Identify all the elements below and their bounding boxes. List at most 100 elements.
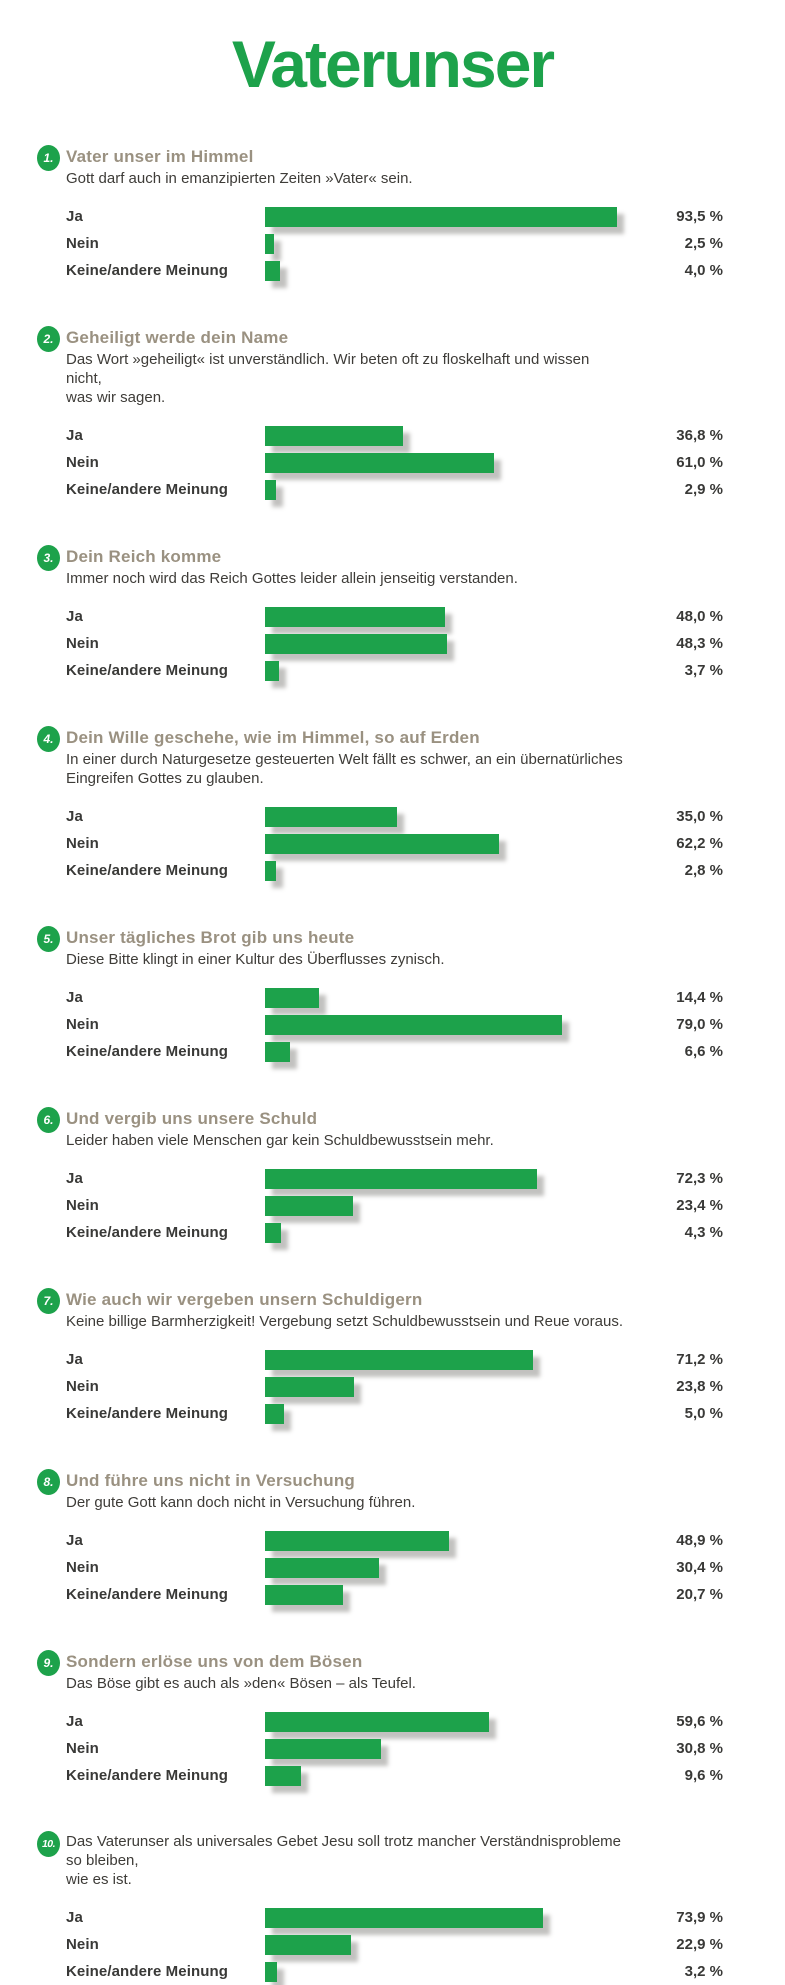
bar	[265, 1168, 537, 1189]
bar	[265, 1934, 351, 1955]
question-block: 2. Geheiligt werde dein Name Das Wort »geh…	[0, 326, 785, 503]
answer-label: Ja	[66, 1170, 83, 1187]
bar	[265, 833, 499, 854]
bar	[265, 1376, 354, 1397]
bar	[265, 1738, 381, 1759]
bar-track	[265, 1530, 641, 1551]
bar-track	[265, 452, 641, 473]
bar-track	[265, 833, 641, 854]
bar-track	[265, 425, 641, 446]
question-description: In einer durch Naturgesetze gesteuerten …	[66, 751, 623, 787]
bar-row: Keine/andere Meinung 6,6 %	[66, 1038, 723, 1065]
question-number-badge: 1.	[37, 145, 60, 171]
bar-rows: Ja 72,3 % Nein 23,4 % Keine/andere Meinung 4,…	[66, 1165, 723, 1246]
question-heading: Vater unser im Himmel	[66, 147, 254, 166]
question-description: Der gute Gott kann doch nicht in Versuch…	[66, 1494, 416, 1511]
bar-track	[265, 1014, 641, 1035]
bar-value: 72,3 %	[676, 1170, 723, 1187]
bar-value: 4,3 %	[684, 1224, 723, 1241]
bar-value: 6,6 %	[684, 1043, 723, 1060]
answer-label: Nein	[66, 1559, 99, 1576]
bar	[265, 1961, 277, 1982]
bar-row: Ja 48,9 %	[66, 1527, 723, 1554]
bar-row: Nein 30,4 %	[66, 1554, 723, 1581]
answer-label: Ja	[66, 427, 83, 444]
bar-rows: Ja 93,5 % Nein 2,5 % Keine/andere Meinung 4,0…	[66, 203, 723, 284]
bar-row: Ja 48,0 %	[66, 603, 723, 630]
answer-label: Ja	[66, 1713, 83, 1730]
bar-row: Keine/andere Meinung 20,7 %	[66, 1581, 723, 1608]
question-block: 7. Wie auch wir vergeben unsern Schuldige…	[0, 1288, 785, 1427]
bar-rows: Ja 14,4 % Nein 79,0 % Keine/andere Meinung 6,…	[66, 984, 723, 1065]
question-number-badge: 10.	[37, 1831, 60, 1857]
bar-track	[265, 1557, 641, 1578]
question-block: 10. Das Vaterunser als universales Gebet …	[0, 1831, 785, 1985]
bar	[265, 1711, 489, 1732]
bar-row: Nein 62,2 %	[66, 830, 723, 857]
answer-label: Keine/andere Meinung	[66, 1963, 229, 1980]
bar-value: 48,0 %	[676, 608, 723, 625]
question-block: 5. Unser tägliches Brot gib uns heute Dies…	[0, 926, 785, 1065]
question-description: Diese Bitte klingt in einer Kultur des Ü…	[66, 951, 445, 968]
bar-track	[265, 1711, 641, 1732]
bar	[265, 987, 319, 1008]
bar-rows: Ja 73,9 % Nein 22,9 % Keine/andere Meinung 3,…	[66, 1904, 723, 1985]
bar	[265, 606, 445, 627]
question-description: Keine billige Barmherzigkeit! Vergebung …	[66, 1313, 623, 1330]
question-description: Das Vaterunser als universales Gebet Jes…	[66, 1833, 621, 1888]
bar-track	[265, 860, 641, 881]
bar-value: 30,4 %	[676, 1559, 723, 1576]
bar-value: 61,0 %	[676, 454, 723, 471]
bar-value: 4,0 %	[684, 262, 723, 279]
question-description: Immer noch wird das Reich Gottes leider …	[66, 570, 518, 587]
bar	[265, 806, 397, 827]
question-heading: Dein Wille geschehe, wie im Himmel, so a…	[66, 728, 480, 747]
question-number-badge: 6.	[37, 1107, 60, 1133]
bar-track	[265, 1222, 641, 1243]
bar-row: Ja 73,9 %	[66, 1904, 723, 1931]
question-number-badge: 5.	[37, 926, 60, 952]
bar-row: Ja 93,5 %	[66, 203, 723, 230]
bar-track	[265, 660, 641, 681]
answer-label: Ja	[66, 1909, 83, 1926]
bar-row: Ja 14,4 %	[66, 984, 723, 1011]
question-number-badge: 3.	[37, 545, 60, 571]
answer-label: Nein	[66, 1936, 99, 1953]
bar	[265, 1907, 543, 1928]
question-number-badge: 9.	[37, 1650, 60, 1676]
bar-track	[265, 1584, 641, 1605]
bar-track	[265, 479, 641, 500]
bar-row: Keine/andere Meinung 3,7 %	[66, 657, 723, 684]
bar	[265, 860, 276, 881]
bar-value: 2,9 %	[684, 481, 723, 498]
bar-value: 14,4 %	[676, 989, 723, 1006]
bar-row: Keine/andere Meinung 4,0 %	[66, 257, 723, 284]
bar	[265, 1765, 301, 1786]
bar-value: 2,5 %	[684, 235, 723, 252]
bar-track	[265, 1041, 641, 1062]
bar-value: 23,8 %	[676, 1378, 723, 1395]
bar-track	[265, 1349, 641, 1370]
bar	[265, 425, 403, 446]
bar-value: 35,0 %	[676, 808, 723, 825]
question-description: Gott darf auch in emanzipierten Zeiten »…	[66, 170, 413, 187]
bar-value: 62,2 %	[676, 835, 723, 852]
bar	[265, 1195, 353, 1216]
answer-label: Nein	[66, 1197, 99, 1214]
bar-value: 23,4 %	[676, 1197, 723, 1214]
bar-track	[265, 1961, 641, 1982]
bar-row: Nein 48,3 %	[66, 630, 723, 657]
bar-row: Nein 23,8 %	[66, 1373, 723, 1400]
bar-row: Nein 2,5 %	[66, 230, 723, 257]
bar	[265, 1014, 562, 1035]
bar-value: 3,2 %	[684, 1963, 723, 1980]
answer-label: Keine/andere Meinung	[66, 1767, 229, 1784]
answer-label: Nein	[66, 235, 99, 252]
question-block: 4. Dein Wille geschehe, wie im Himmel, so…	[0, 726, 785, 884]
bar	[265, 660, 279, 681]
bar-track	[265, 1195, 641, 1216]
answer-label: Ja	[66, 989, 83, 1006]
bar-row: Keine/andere Meinung 9,6 %	[66, 1762, 723, 1789]
question-block: 6. Und vergib uns unsere Schuld Leider hab…	[0, 1107, 785, 1246]
bar	[265, 479, 276, 500]
